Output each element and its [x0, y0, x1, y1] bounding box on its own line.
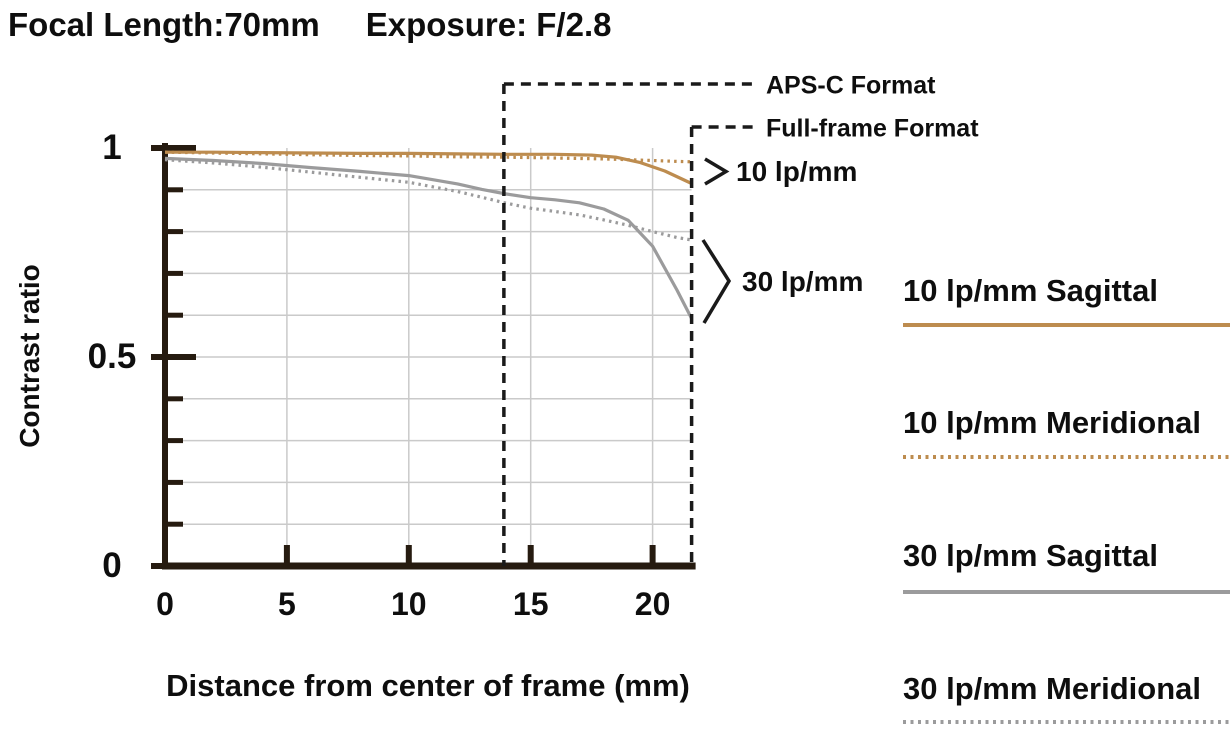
x-tick — [649, 545, 656, 566]
x-tick-label-15: 15 — [512, 586, 549, 622]
legend-label-10lpmm-meridional: 10 lp/mm Meridional — [903, 405, 1202, 440]
x-tick-label-20: 20 — [634, 586, 671, 622]
fullframe-format-label: Full-frame Format — [766, 114, 979, 143]
series-10-lp-mm-sagittal — [165, 150, 693, 185]
y-minor-tick — [165, 187, 183, 193]
x-tick-label-10: 10 — [391, 586, 427, 622]
legend-line-30lpmm-sagittal — [903, 590, 1230, 594]
y-minor-tick — [165, 479, 183, 485]
x-tick-label-0: 0 — [156, 586, 174, 622]
x-tick — [283, 545, 290, 566]
exposure-label: Exposure: F/2.8 — [365, 6, 612, 43]
y-major-tick — [151, 563, 196, 569]
y-minor-tick — [165, 270, 183, 276]
legend-line-10lpmm-meridional — [903, 455, 1230, 459]
annotation-30lpmm-label: 30 lp/mm — [742, 266, 864, 297]
bracket-10lpmm — [704, 157, 730, 186]
y-minor-tick — [165, 438, 183, 444]
legend-label-30lpmm-meridional: 30 lp/mm Meridional — [903, 671, 1202, 706]
x-tick — [405, 545, 412, 566]
x-axis-title: Distance from center of frame (mm) — [166, 668, 690, 703]
chart-header: Focal Length:70mm Exposure: F/2.8 — [8, 6, 611, 44]
x-tick — [527, 545, 534, 566]
legend-line-30lpmm-meridional — [903, 720, 1230, 724]
y-axis-title: Contrast ratio — [14, 264, 45, 448]
y-tick-label-1: 1 — [102, 128, 122, 167]
y-major-tick — [151, 354, 196, 360]
apsc-format-label: APS-C Format — [766, 71, 936, 100]
y-minor-tick — [165, 396, 183, 402]
bracket-30lpmm — [701, 239, 732, 324]
y-major-tick — [151, 145, 196, 151]
x-tick-label-5: 5 — [277, 586, 296, 622]
series-30-lp-mm-meridional — [164, 158, 692, 242]
y-minor-tick — [165, 229, 183, 235]
series-30-lp-mm-sagittal — [164, 156, 694, 320]
legend: 10 lp/mm Sagittal 10 lp/mm Meridional 30… — [903, 0, 1232, 736]
y-tick-label-0: 0 — [102, 546, 122, 585]
x-axis-line — [162, 562, 696, 570]
legend-line-10lpmm-sagittal — [903, 323, 1230, 327]
annotation-10lpmm-label: 10 lp/mm — [736, 156, 858, 187]
series-10-lp-mm-meridional — [164, 150, 692, 164]
focal-length-label: Focal Length:70mm — [8, 6, 320, 43]
y-minor-tick — [165, 521, 183, 527]
legend-label-10lpmm-sagittal: 10 lp/mm Sagittal — [903, 273, 1158, 308]
y-tick-label-0-5: 0.5 — [87, 337, 137, 376]
legend-label-30lpmm-sagittal: 30 lp/mm Sagittal — [903, 538, 1158, 573]
y-minor-tick — [165, 312, 183, 318]
